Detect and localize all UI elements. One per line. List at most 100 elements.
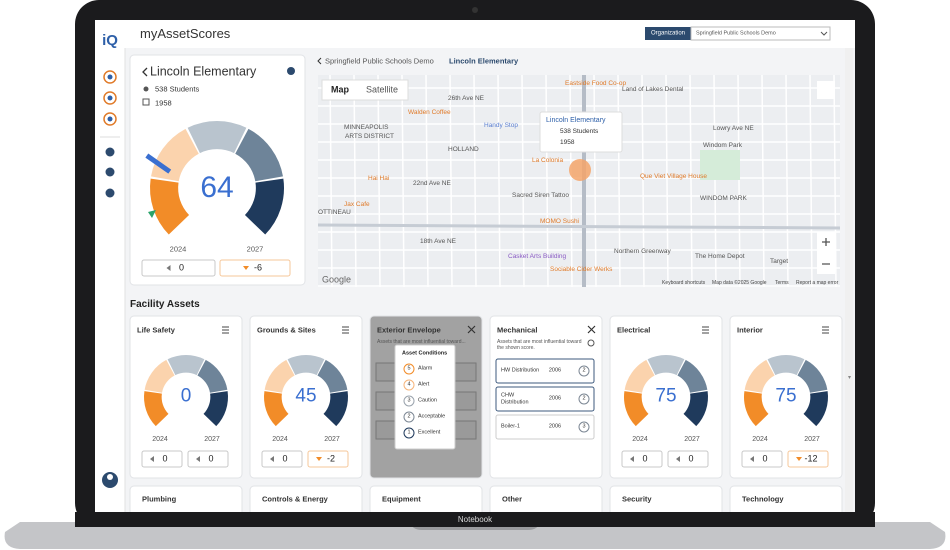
left-arrow xyxy=(270,456,274,462)
gauge-segment xyxy=(203,391,228,427)
condition-badge xyxy=(578,421,590,433)
org-select[interactable] xyxy=(690,26,831,41)
card-title: Electrical xyxy=(617,325,651,335)
back-chevron[interactable] xyxy=(142,67,148,77)
gauge-center xyxy=(642,373,690,421)
close-icon[interactable] xyxy=(467,325,476,334)
nav-icon-dot xyxy=(107,95,113,101)
nav-icon[interactable] xyxy=(105,147,115,157)
gauge-segment xyxy=(797,359,828,393)
map-street xyxy=(737,74,741,288)
breadcrumb-parent[interactable]: Springfield Public Schools Demo xyxy=(325,56,434,66)
left-arrow xyxy=(196,456,200,462)
change-box xyxy=(141,450,183,468)
card-title: Other xyxy=(502,494,523,504)
map-label: Lowry Ave NE xyxy=(713,125,754,133)
org-label-bg xyxy=(645,27,691,40)
asset-condition: 2 xyxy=(582,395,586,402)
map-street xyxy=(713,74,717,288)
asset-year: 2006 xyxy=(548,423,562,430)
fullscreen[interactable] xyxy=(817,81,835,99)
nav-icon[interactable] xyxy=(105,167,115,177)
gauge-segment xyxy=(167,355,205,376)
year-start: 2024 xyxy=(169,244,187,254)
score: 0 xyxy=(180,385,192,407)
select-caret xyxy=(820,31,828,36)
gauge-segment xyxy=(244,178,284,235)
year-start: 2024 xyxy=(152,435,168,443)
card-title: Technology xyxy=(742,494,784,504)
close-icon[interactable] xyxy=(587,325,596,334)
map-label: Windom Park xyxy=(703,142,743,150)
popup-students: 538 Students xyxy=(560,128,599,136)
change-value: -12 xyxy=(804,453,818,464)
map-label: Sociable Cider Werks xyxy=(550,266,613,274)
map-street xyxy=(425,74,429,288)
scroll-arrow xyxy=(848,376,851,379)
map-street xyxy=(617,74,621,288)
map-street xyxy=(665,74,669,288)
menu-icon[interactable] xyxy=(822,326,829,334)
menu-icon[interactable] xyxy=(702,326,709,334)
map-street xyxy=(833,74,837,288)
card-title: Life Safety xyxy=(137,325,175,335)
gauge-segment xyxy=(235,128,283,182)
asset-name: Boiler-1 xyxy=(501,423,520,430)
score: 75 xyxy=(775,385,797,407)
map-footer: Terms xyxy=(775,280,789,286)
nav-icon-dot xyxy=(107,74,113,80)
map-label: WINDOM PARK xyxy=(700,195,747,203)
menu-icon[interactable] xyxy=(222,326,229,334)
change-box xyxy=(621,450,663,468)
asset-name: CHW Distribution xyxy=(501,392,529,405)
map-label: Handy Stop xyxy=(484,122,518,130)
legend-title: Asset Conditions xyxy=(402,350,448,357)
map-label: Eastside Food Co-op xyxy=(565,80,627,88)
map-label: Northern Greenway xyxy=(614,248,671,256)
camera xyxy=(472,7,478,13)
gauge-marker xyxy=(148,210,156,218)
map-label: Sacred Siren Tattoo xyxy=(512,192,569,200)
zoom-control[interactable] xyxy=(817,232,835,274)
logo: iQ xyxy=(102,32,118,49)
org-select-value[interactable]: Springfield Public Schools Demo xyxy=(696,30,776,37)
map-tab[interactable]: Map xyxy=(331,84,349,95)
condition-badge xyxy=(403,395,415,407)
nav-icon[interactable] xyxy=(103,112,117,126)
gauge-segment xyxy=(317,359,348,393)
nav-icon[interactable] xyxy=(103,91,117,105)
year-end: 2027 xyxy=(324,435,340,443)
asset-row xyxy=(495,414,595,440)
menu-icon[interactable] xyxy=(342,326,349,334)
condition-label: Acceptable xyxy=(418,413,446,420)
gauge-segment xyxy=(744,359,775,393)
map-street xyxy=(761,74,765,288)
change-value: 0 xyxy=(762,453,768,464)
device-label: Notebook xyxy=(457,515,493,525)
map-tab[interactable]: Satellite xyxy=(365,84,399,95)
change-value: -6 xyxy=(253,262,263,273)
card-title: Security xyxy=(622,494,652,504)
map-label: Que Viet Village House xyxy=(640,173,707,181)
down-arrow xyxy=(796,457,802,461)
condition-badge xyxy=(403,427,415,439)
nav-icon[interactable] xyxy=(105,188,115,198)
building-name: Lincoln Elementary xyxy=(150,64,257,79)
score: 64 xyxy=(200,171,234,204)
nav-icon[interactable] xyxy=(103,70,117,84)
nav-icon-dot xyxy=(107,116,113,122)
year-start: 2024 xyxy=(752,435,768,443)
condition-label: Excellent xyxy=(418,429,441,436)
map-street xyxy=(689,74,693,288)
gauge-segment xyxy=(767,355,805,376)
gauge-segment xyxy=(323,391,348,427)
card-title: Controls & Energy xyxy=(262,494,328,504)
gauge-segment xyxy=(647,355,685,376)
condition-label: Alert xyxy=(418,381,430,388)
map xyxy=(318,75,840,287)
gauge-segment xyxy=(144,391,169,427)
asset-condition: 2 xyxy=(582,367,586,374)
map-label: La Colonia xyxy=(532,157,564,165)
gauge-center xyxy=(179,150,255,226)
